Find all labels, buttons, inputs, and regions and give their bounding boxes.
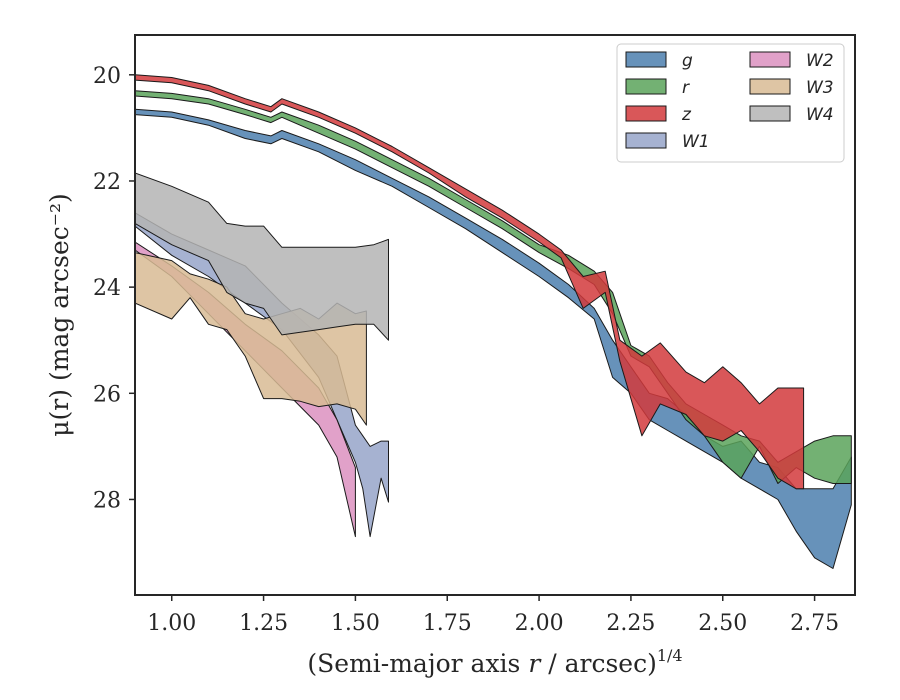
x-tick-label: 1.25: [239, 611, 288, 636]
x-tick-label: 2.75: [790, 611, 839, 636]
y-tick-label: 22: [93, 170, 121, 195]
band-g: [135, 108, 852, 569]
band-layer: [135, 74, 852, 569]
x-tick-label: 2.25: [606, 611, 655, 636]
legend-label-z: z: [681, 105, 692, 125]
legend-label-r: r: [682, 78, 690, 98]
band-r: [135, 90, 852, 484]
legend-label-w3: W3: [806, 78, 834, 98]
x-tick-label: 1.75: [423, 611, 472, 636]
band-w4: [135, 172, 389, 341]
legend-label-w1: W1: [682, 132, 710, 152]
legend: grz W1 W2 W3 W4: [616, 43, 845, 163]
plot-frame: [134, 34, 856, 596]
legend-swatch-w4: [749, 105, 791, 122]
legend-swatch-z: [625, 105, 667, 122]
legend-swatch-w1: [625, 132, 667, 149]
x-tick-label: 2.50: [698, 611, 747, 636]
x-axis-label: (Semi-major axis r / arcsec)1/4: [307, 646, 682, 678]
y-axis-ticks: 20 22 24 26 28: [93, 64, 135, 513]
y-tick-label: 20: [93, 64, 121, 89]
legend-box: [616, 43, 845, 163]
x-tick-label: 1.50: [331, 611, 380, 636]
legend-label-w2: W2: [806, 51, 834, 71]
legend-swatch-w2: [749, 51, 791, 68]
legend-swatch-r: [625, 78, 667, 95]
legend-swatch-w3: [749, 78, 791, 95]
band-z: [135, 74, 805, 490]
y-axis-label: μ(r) (mag arcsec⁻²): [45, 193, 74, 436]
y-tick-label: 26: [93, 382, 121, 407]
legend-label-w4: W4: [806, 105, 834, 125]
x-tick-label: 2.00: [515, 611, 564, 636]
legend-label-g: g: [682, 51, 693, 71]
x-tick-label: 1.00: [147, 611, 196, 636]
y-tick-label: 28: [93, 488, 121, 513]
legend-swatch-g: [625, 51, 667, 68]
x-axis-ticks: 1.00 1.25 1.50 1.75 2.00 2.25 2.50 2.75: [147, 595, 839, 636]
y-tick-label: 24: [93, 276, 121, 301]
